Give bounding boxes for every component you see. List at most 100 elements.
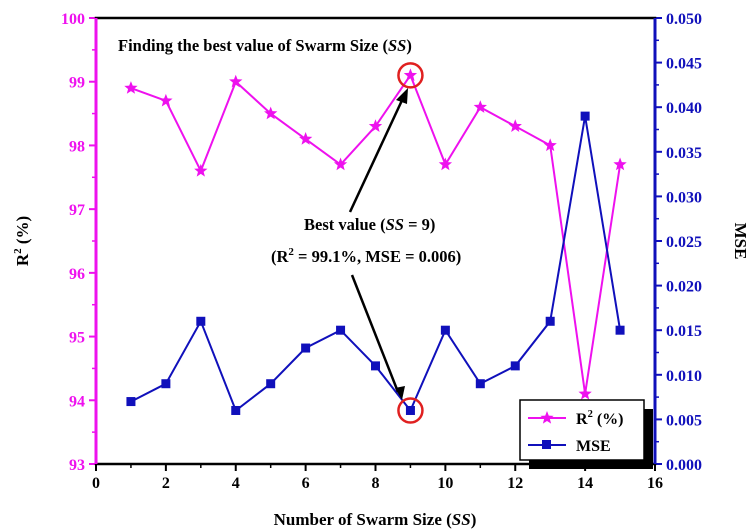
right-tick-label: 0.045 [666, 56, 702, 73]
series-mse-point [510, 361, 520, 371]
x-tick-label: 4 [232, 475, 240, 492]
legend-r2-unit: (%) [593, 411, 624, 428]
left-axis-label-sup: 2 [12, 248, 24, 254]
series-r2-point [403, 68, 418, 82]
annotation-arrowhead-down [395, 386, 405, 400]
series-mse-point [231, 405, 241, 415]
x-axis-label: Number of Swarm Size (SS) [274, 510, 477, 529]
x-tick-label: 14 [577, 475, 593, 492]
series-r2-point [473, 100, 487, 113]
annotation-line-1-main: Best value ( [304, 215, 386, 234]
annotation-arrow-down [350, 274, 400, 393]
x-tick-label: 10 [437, 475, 453, 492]
highlight-markers [397, 62, 424, 424]
series-r2-point [613, 157, 627, 171]
right-axis-ticks: 0.000 0.005 0.010 0.015 0.020 0.025 0.030 0.035… [655, 11, 702, 474]
series-r2-point [438, 157, 453, 171]
series-r2-point [229, 74, 243, 88]
right-tick-label: 0.020 [666, 279, 702, 296]
series-r2-point [194, 163, 208, 177]
left-axis-label-base: R [13, 253, 32, 266]
series-mse-point [615, 325, 625, 335]
series-mse-point [126, 397, 136, 407]
series-r2-point [543, 138, 557, 152]
right-tick-label: 0.005 [666, 412, 702, 429]
legend-r2-star-icon [540, 411, 554, 424]
x-axis-label-ss: SS [452, 510, 471, 529]
series-mse-point [301, 343, 311, 353]
right-tick-label: 0.035 [666, 145, 702, 162]
annotation-arrowhead-up [396, 88, 408, 104]
x-tick-label: 12 [507, 475, 523, 492]
legend-mse-square-icon [542, 440, 551, 449]
legend-r2-sup: 2 [588, 409, 593, 420]
left-axis-ticks: 93 94 95 96 97 98 99 100 [61, 11, 96, 474]
right-axis-label: MSE [731, 223, 746, 260]
x-axis-label-close: ) [471, 510, 477, 529]
series-mse-point [266, 379, 276, 389]
series-r2-point [298, 132, 313, 145]
left-tick-label: 98 [69, 138, 85, 155]
series-mse-point [371, 361, 380, 371]
series-r2-point [159, 93, 173, 107]
series-mse-point [336, 325, 346, 335]
annotation-line-1-close: = 9) [404, 215, 435, 234]
left-tick-label: 100 [61, 11, 85, 28]
legend-box [519, 399, 645, 461]
x-tick-label: 2 [162, 475, 170, 492]
plot-frame [94, 16, 657, 466]
legend: R2 (%) MSE [519, 399, 653, 469]
series-mse-point [405, 405, 415, 415]
annotation-line-2-rest: = 99.1%, MSE = 0.006) [294, 247, 461, 266]
x-axis-ticks: 0 2 4 6 8 10 12 14 16 [92, 464, 663, 492]
left-tick-label: 95 [69, 330, 85, 347]
left-tick-label: 93 [69, 457, 85, 474]
series-mse-point [196, 316, 206, 326]
chart-title-close: ) [406, 36, 412, 55]
chart-title: Finding the best value of Swarm Size (SS… [118, 36, 412, 55]
series-mse-point [440, 325, 450, 335]
left-axis-label-unit: (%) [13, 216, 32, 249]
left-axis-label: R2 (%) [12, 216, 32, 266]
series-r2-point [578, 386, 592, 400]
left-tick-label: 94 [69, 393, 85, 410]
annotation-line-2-sup: 2 [288, 246, 294, 258]
series-mse-point [475, 379, 485, 389]
x-axis-label-main: Number of Swarm Size ( [274, 510, 452, 529]
left-tick-label: 99 [69, 75, 85, 92]
right-tick-label: 0.050 [666, 11, 702, 28]
legend-r2-base: R [576, 411, 588, 428]
right-tick-label: 0.015 [666, 323, 702, 340]
x-tick-label: 16 [647, 475, 663, 492]
series-r2-point [368, 119, 383, 132]
series-mse-point [580, 111, 590, 121]
chart-title-main: Finding the best value of Swarm Size ( [118, 36, 388, 55]
series-mse-point [545, 316, 555, 326]
series-mse-point [161, 379, 171, 389]
annotation-line-1: Best value (SS = 9) [304, 215, 435, 234]
right-tick-label: 0.025 [666, 234, 702, 251]
annotation-line-2-open: (R [271, 247, 289, 266]
legend-mse-label: MSE [576, 438, 611, 455]
legend-r2-label: R2 (%) [576, 409, 623, 428]
series-layer [124, 68, 627, 415]
x-tick-label: 0 [92, 475, 100, 492]
best-mse-highlight-circle [397, 397, 424, 424]
right-tick-label: 0.010 [666, 368, 702, 385]
left-tick-label: 96 [69, 266, 85, 283]
right-tick-label: 0.000 [666, 457, 702, 474]
series-r2-point [124, 81, 138, 94]
series-r2-point [264, 106, 278, 120]
series-r2-point [333, 157, 348, 171]
series-r2-point [508, 119, 522, 132]
annotation-arrow-up [348, 95, 406, 213]
left-tick-label: 97 [69, 202, 85, 219]
annotation-line-1-ss: SS [386, 215, 404, 234]
chart-title-ss: SS [388, 36, 406, 55]
right-tick-label: 0.040 [666, 100, 702, 117]
x-tick-label: 6 [302, 475, 310, 492]
annotation-line-2: (R2 = 99.1%, MSE = 0.006) [271, 246, 461, 266]
right-tick-label: 0.030 [666, 189, 702, 206]
best-r2-highlight-circle [397, 62, 424, 89]
